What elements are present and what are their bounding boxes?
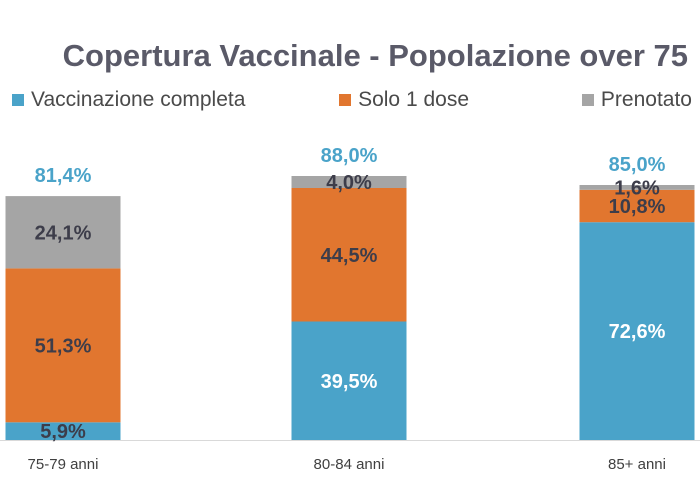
data-label: 1,6% <box>614 177 660 199</box>
data-label: 4,0% <box>326 172 372 194</box>
bar-segment <box>291 176 407 188</box>
legend-swatch-vaccinazione-completa <box>12 94 24 106</box>
data-label: 24,1% <box>35 222 92 244</box>
legend-swatch-solo-1-dose <box>339 94 352 106</box>
legend-item-vaccinazione-completa: Vaccinazione completa <box>12 88 339 112</box>
legend-label: Solo 1 dose <box>358 88 469 111</box>
bar-segment <box>5 422 121 440</box>
bar-segment <box>579 189 695 223</box>
category-label: 85+ anni <box>608 456 666 473</box>
data-label: 10,8% <box>609 196 666 218</box>
category-label: 75-79 anni <box>28 456 99 473</box>
total-label: 81,4% <box>35 165 92 187</box>
total-label: 85,0% <box>609 154 666 176</box>
legend-label: Prenotato <box>600 88 692 111</box>
bar-segment <box>579 222 695 440</box>
chart-title: Copertura Vaccinale - Popolazione over 7… <box>62 38 688 73</box>
data-label: 44,5% <box>321 245 378 267</box>
data-label: 39,5% <box>321 371 378 393</box>
bar-segment <box>291 321 407 440</box>
data-label: 5,9% <box>40 421 86 443</box>
bar-segment <box>5 196 121 269</box>
bar-segment <box>579 185 695 190</box>
legend-item-prenotato: Prenotato <box>581 88 692 112</box>
data-label: 72,6% <box>609 321 666 343</box>
legend-label: Vaccinazione completa <box>31 88 246 111</box>
data-label: 51,3% <box>35 335 92 357</box>
category-label: 80-84 anni <box>314 456 385 473</box>
total-label: 88,0% <box>321 145 378 167</box>
bar-segment <box>5 268 121 423</box>
legend: Vaccinazione completa Solo 1 dose Prenot… <box>12 88 692 112</box>
legend-swatch-prenotato <box>581 94 594 106</box>
bar-segment <box>291 188 407 322</box>
legend-item-solo-1-dose: Solo 1 dose <box>339 88 582 112</box>
